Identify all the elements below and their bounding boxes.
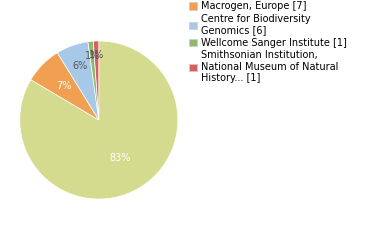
Wedge shape — [31, 53, 99, 120]
Wedge shape — [93, 41, 99, 120]
Wedge shape — [57, 42, 99, 120]
Text: 1%: 1% — [89, 50, 104, 60]
Text: 7%: 7% — [56, 81, 71, 91]
Legend: Mined from GenBank, NCBI [76], Macrogen, Europe [7], Centre for Biodiversity
Gen: Mined from GenBank, NCBI [76], Macrogen,… — [188, 0, 358, 84]
Wedge shape — [88, 41, 99, 120]
Text: 1%: 1% — [84, 51, 100, 60]
Text: 83%: 83% — [110, 153, 131, 163]
Text: 6%: 6% — [72, 61, 87, 72]
Wedge shape — [20, 41, 178, 199]
